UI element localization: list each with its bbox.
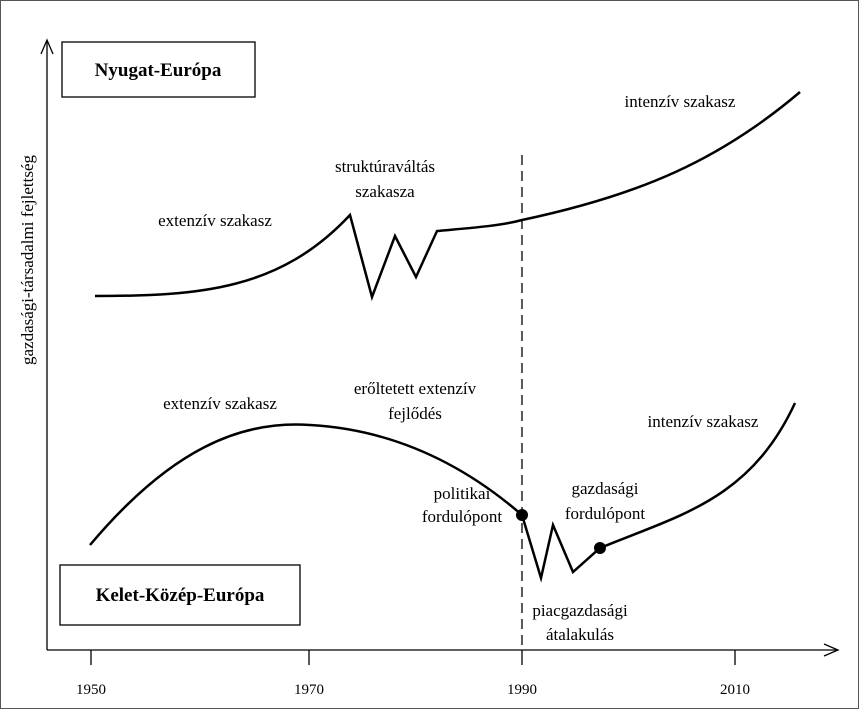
label: intenzív szakasz xyxy=(625,92,736,111)
label: szakasza xyxy=(355,182,415,201)
label: struktúraváltás xyxy=(335,157,435,176)
label: extenzív szakasz xyxy=(158,211,272,230)
political-point xyxy=(516,509,528,521)
x-tick-label: 1950 xyxy=(76,682,106,698)
x-tick-label: 1970 xyxy=(294,682,324,698)
east-curve xyxy=(89,402,797,583)
label: gazdasági xyxy=(571,479,638,498)
label: erőltetett extenzív xyxy=(354,379,477,398)
west-curve xyxy=(94,91,801,302)
x-tick-label: 2010 xyxy=(720,682,750,698)
label: átalakulás xyxy=(546,625,614,644)
x-arrow xyxy=(823,643,840,657)
west-title: Nyugat-Európa xyxy=(95,60,222,81)
y-axis-label: gazdasági-társadalmi fejlettség xyxy=(18,154,37,365)
label: politikai xyxy=(434,484,491,503)
east-box xyxy=(59,564,301,626)
east-title: Kelet-Közép-Európa xyxy=(96,585,265,606)
economic-point xyxy=(594,542,606,554)
label: fordulópont xyxy=(565,504,646,523)
label: piacgazdasági xyxy=(532,601,628,620)
west-box xyxy=(61,41,256,98)
label: intenzív szakasz xyxy=(648,412,759,431)
label: fordulópont xyxy=(422,507,503,526)
label: fejlődés xyxy=(388,404,442,423)
x-tick-label: 1990 xyxy=(507,682,537,698)
axes xyxy=(40,38,840,665)
label: extenzív szakasz xyxy=(163,394,277,413)
y-arrow xyxy=(40,38,54,55)
